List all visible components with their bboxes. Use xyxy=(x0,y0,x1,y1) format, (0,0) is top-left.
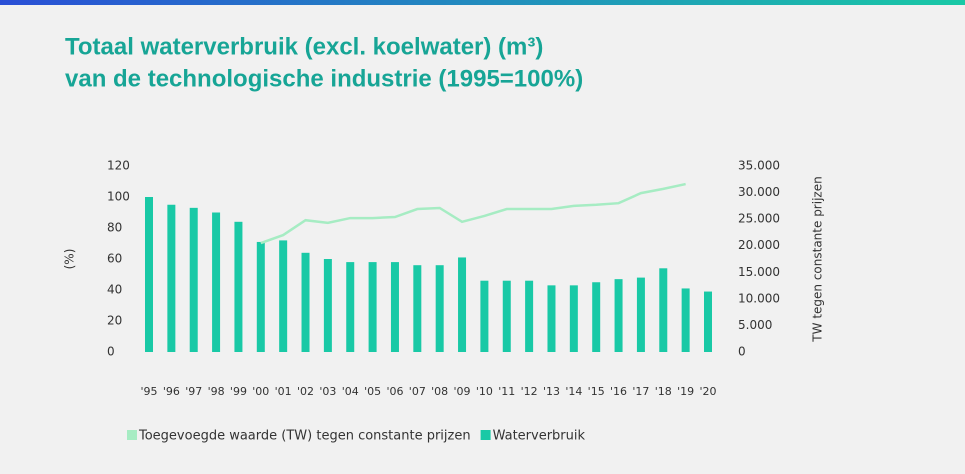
legend-label: Waterverbruik xyxy=(493,429,586,444)
bar xyxy=(189,207,198,352)
bar xyxy=(659,268,668,352)
bar xyxy=(502,280,511,352)
x-tick-label: '17 xyxy=(632,385,649,398)
x-tick-label: '96 xyxy=(163,385,180,398)
y2-tick-label: 25.000 xyxy=(738,212,780,226)
x-tick-label: '98 xyxy=(208,385,225,398)
y2-tick-label: 5.000 xyxy=(738,318,772,332)
bar xyxy=(435,265,444,352)
top-bar xyxy=(0,0,965,5)
bar xyxy=(212,212,221,352)
x-tick-label: '19 xyxy=(677,385,694,398)
y-tick-label: 100 xyxy=(107,190,130,204)
x-tick-label: '13 xyxy=(543,385,560,398)
x-tick-label: '04 xyxy=(342,385,359,398)
bar xyxy=(614,279,623,352)
y-tick-label: 0 xyxy=(107,345,115,359)
y-tick-label: 80 xyxy=(107,221,122,235)
line xyxy=(260,182,686,245)
bar xyxy=(323,259,332,352)
bar xyxy=(368,262,377,352)
y2-tick-label: 15.000 xyxy=(738,265,780,279)
x-tick-label: '97 xyxy=(185,385,202,398)
bar xyxy=(301,252,310,352)
x-tick-label: '01 xyxy=(275,385,292,398)
x-tick-label: '05 xyxy=(364,385,381,398)
y2-tick-label: 10.000 xyxy=(738,291,780,305)
y2-tick-label: 35.000 xyxy=(738,159,780,173)
bar xyxy=(704,291,712,352)
y2-axis-title: TW tegen constante prijzen xyxy=(811,176,825,342)
bar xyxy=(413,265,422,352)
bar xyxy=(525,280,534,352)
legend-swatch xyxy=(127,430,137,440)
y2-tick-label: 0 xyxy=(738,345,746,359)
x-tick-label: '14 xyxy=(565,385,582,398)
y-tick-label: 40 xyxy=(107,283,122,297)
bar xyxy=(569,285,578,352)
x-tick-label: '18 xyxy=(655,385,672,398)
y-tick-label: 20 xyxy=(107,314,122,328)
x-tick-label: '15 xyxy=(588,385,605,398)
x-tick-label: '99 xyxy=(230,385,247,398)
chart-title: van de technologische industrie (1995=10… xyxy=(65,65,583,92)
x-tick-label: '12 xyxy=(521,385,538,398)
bar xyxy=(390,262,399,352)
x-tick-label: '03 xyxy=(319,385,336,398)
bar xyxy=(636,277,645,352)
bar xyxy=(681,288,690,352)
bar xyxy=(480,280,489,352)
x-tick-label: '06 xyxy=(386,385,403,398)
x-tick-label: '07 xyxy=(409,385,426,398)
x-tick-label: '02 xyxy=(297,385,314,398)
x-tick-label: '08 xyxy=(431,385,448,398)
x-tick-label: '09 xyxy=(454,385,471,398)
legend-label: Toegevoegde waarde (TW) tegen constante … xyxy=(138,429,471,444)
bar xyxy=(592,282,601,352)
chart-title: Totaal waterverbruik (excl. koelwater) (… xyxy=(65,33,543,60)
x-tick-label: '00 xyxy=(252,385,269,398)
x-tick-label: '11 xyxy=(498,385,515,398)
x-tick-label: '10 xyxy=(476,385,493,398)
legend-swatch xyxy=(480,430,491,440)
y-tick-label: 60 xyxy=(107,252,122,266)
bar xyxy=(547,285,556,352)
bar xyxy=(145,197,153,352)
bar xyxy=(458,257,467,352)
y2-tick-label: 20.000 xyxy=(738,238,780,252)
bar xyxy=(279,240,288,352)
bar xyxy=(346,262,355,352)
bar xyxy=(167,204,176,352)
y2-tick-label: 30.000 xyxy=(738,185,780,199)
x-tick-label: '95 xyxy=(140,385,157,398)
bar xyxy=(234,221,243,352)
bar xyxy=(256,241,265,352)
x-tick-label: '16 xyxy=(610,385,627,398)
x-tick-label: '20 xyxy=(699,385,716,398)
y-axis-title: (%) xyxy=(63,249,77,270)
y-tick-label: 120 xyxy=(107,159,130,173)
